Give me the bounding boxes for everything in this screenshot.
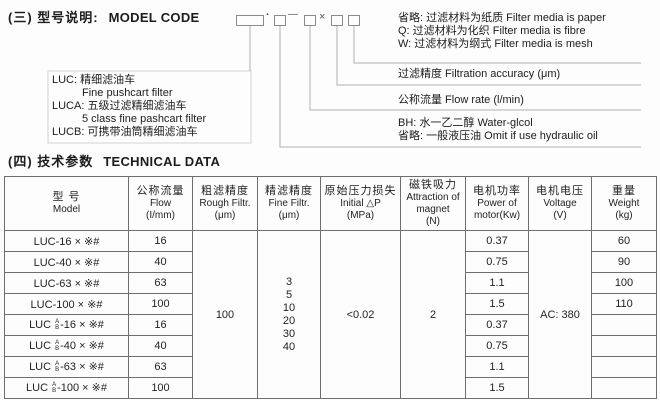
cell-model: LUC A B -63 × ※# <box>4 356 129 378</box>
cell-motor-power: 0.37 <box>465 230 529 252</box>
model-code-dot-separator: · <box>266 9 270 21</box>
cell-model: LUC A B -40 × ※# <box>4 335 129 357</box>
table-row: LUC A B -100 × ※# 100 1.5 <box>4 377 657 399</box>
cell-voltage: AC: 380 <box>528 230 592 399</box>
fluid-type-legend: BH: 水一乙二醇 Water-glcol 省略: 一般液压油 Omit if … <box>398 117 598 143</box>
cell-weight <box>591 314 657 336</box>
media-paper-line: 省略: 过滤材料为纸质 Filter media is paper <box>398 12 606 24</box>
cell-flow: 16 <box>128 314 193 336</box>
filtration-accuracy-legend: 过滤精度 Filtration accuracy (μm) <box>398 68 560 81</box>
cell-magnet-attraction: 2 <box>400 230 466 399</box>
cell-model: LUC-63 × ※# <box>4 272 129 294</box>
technical-data-table: 型 号 Model 公称流量 Flow (I/mm) 粗滤精度 Rough Filtr. (μ… <box>4 176 657 399</box>
cell-motor-power: 0.75 <box>465 335 529 357</box>
cell-model: LUC-16 × ※# <box>4 230 129 252</box>
model-code-times-separator: × <box>319 11 326 23</box>
column-header: 型 号 Model <box>4 176 129 231</box>
column-header: 粗滤精度 Rough Filtr. (μm) <box>192 176 258 231</box>
column-header: 磁铁吸力 Attraction of magnet (N) <box>400 176 466 231</box>
cell-flow: 63 <box>128 272 193 294</box>
filter-media-legend: 省略: 过滤材料为纸质 Filter media is paper Q: 过滤材… <box>398 12 606 51</box>
cell-rough-filtr: 100 <box>192 230 258 399</box>
cell-motor-power: 1.1 <box>465 272 529 294</box>
model-code-box-accuracy <box>331 15 343 26</box>
column-header: 精滤精度 Fine Filtr. (μm) <box>257 176 321 231</box>
cell-flow: 63 <box>128 356 193 378</box>
cell-model: LUC-100 × ※# <box>4 293 129 315</box>
filtration-accuracy-line: 过滤精度 Filtration accuracy (μm) <box>398 68 561 80</box>
fluid-waterglycol-line: BH: 水一乙二醇 Water-glcol <box>398 117 533 129</box>
model-code-box-media <box>348 15 360 26</box>
cell-motor-power: 0.75 <box>465 251 529 273</box>
cell-weight: 90 <box>591 251 657 273</box>
section4-heading-zh: (四) 技术参数 <box>8 154 94 169</box>
cell-model: LUC A B -100 × ※# <box>4 377 129 399</box>
cell-motor-power: 0.37 <box>465 314 529 336</box>
cell-motor-power: 1.1 <box>465 356 529 378</box>
cell-model: LUC-40 × ※# <box>4 251 129 273</box>
cell-flow: 40 <box>128 335 193 357</box>
table-row: LUC-100 × ※# 100 1.5 110 <box>4 293 657 315</box>
legend-line-luca-en: 5 class fine pashcart filter <box>82 113 207 125</box>
section3-heading-zh: (三) 型号说明: <box>8 10 99 25</box>
cell-model: LUC A B -16 × ※# <box>4 314 129 336</box>
column-header: 电机功率 Power of motor(Kw) <box>465 176 529 231</box>
cell-motor-power: 1.5 <box>465 377 529 399</box>
cell-weight: 100 <box>591 272 657 294</box>
table-header-row: 型 号 Model 公称流量 Flow (I/mm) 粗滤精度 Rough Filtr. (μ… <box>4 176 657 231</box>
flow-rate-line: 公称流量 Flow rate (l/min) <box>398 94 524 106</box>
cell-weight: 110 <box>591 293 657 315</box>
section3-heading: (三) 型号说明: MODEL CODE <box>8 7 200 26</box>
column-header: 原始压力损失 Initial △P (MPa) <box>320 176 401 231</box>
column-header: 公称流量 Flow (I/mm) <box>128 176 193 231</box>
section4-heading: (四) 技术参数 TECHNICAL DATA <box>8 151 220 170</box>
table-row: LUC-16 × ※# 16 100 3 5 10 20 30 40 <0.02 2 0.37 AC: … <box>4 230 657 399</box>
cell-flow: 40 <box>128 251 193 273</box>
section4-heading-en: TECHNICAL DATA <box>103 154 221 169</box>
legend-line-lucb-zh: LUCB: 可携带油筒精细滤油车 <box>52 126 198 138</box>
model-code-box-medium <box>274 15 286 26</box>
cell-fine-filtr: 3 5 10 20 30 40 <box>257 230 321 399</box>
cell-weight <box>591 335 657 357</box>
column-header: 重量 Weight (kg) <box>591 176 657 231</box>
media-mesh-line: W: 过滤材料为纲式 Filter media is mesh <box>398 38 593 50</box>
cell-weight <box>591 377 657 399</box>
cell-flow: 100 <box>128 377 193 399</box>
cell-flow: 16 <box>128 230 193 252</box>
cell-motor-power: 1.5 <box>465 293 529 315</box>
model-code-box-flow <box>304 15 316 26</box>
flow-rate-legend: 公称流量 Flow rate (l/min) <box>398 94 524 107</box>
column-header: 电机电压 Voltage (V) <box>528 176 592 231</box>
cell-initial-dp: <0.02 <box>320 230 401 399</box>
cell-flow: 100 <box>128 293 193 315</box>
cell-weight <box>591 356 657 378</box>
legend-line-luca-zh: LUCA: 五级过滤精细滤油车 <box>52 100 187 112</box>
legend-line-luc-zh: LUC: 精细滤油车 <box>52 74 136 86</box>
fluid-hydraulic-line: 省略: 一般液压油 Omit if use hydraulic oil <box>398 130 598 142</box>
model-series-legend: LUC: 精细滤油车 Fine pushcart filter LUCA: 五级… <box>52 74 206 139</box>
legend-line-luc-en: Fine pushcart filter <box>82 87 173 99</box>
cell-weight: 60 <box>591 230 657 252</box>
model-code-dash-separator: — <box>288 9 298 20</box>
section3-heading-en: MODEL CODE <box>108 10 200 25</box>
model-code-box-series <box>236 15 264 26</box>
media-fibre-line: Q: 过滤材料为化织 Filter media is fibre <box>398 25 586 37</box>
table-row: LUC-63 × ※# 63 1.1 100 <box>4 272 657 294</box>
